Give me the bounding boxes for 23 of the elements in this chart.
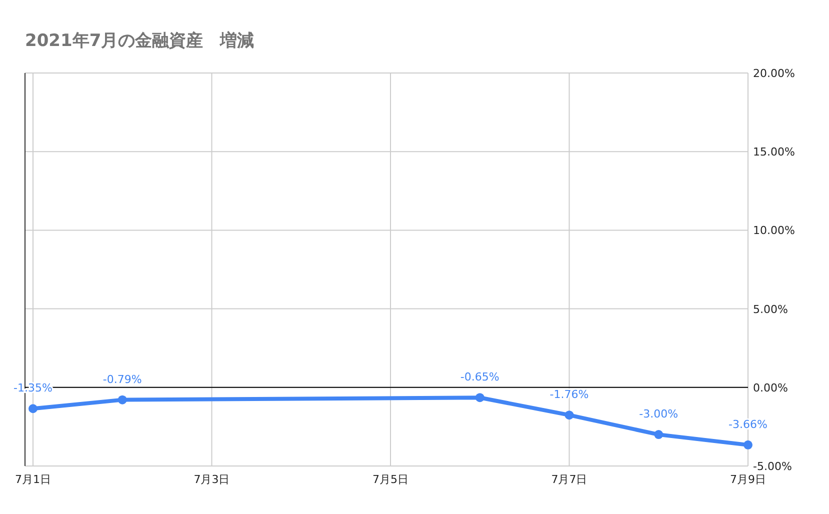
x-tick-label: 7月1日 <box>15 473 51 486</box>
y-tick-label: 20.00% <box>753 67 795 80</box>
y-tick-label: -5.00% <box>753 460 792 473</box>
chart-title: 2021年7月の金融資産 増減 <box>25 30 254 51</box>
data-label: -0.65% <box>460 370 500 384</box>
data-label: -0.79% <box>102 372 142 386</box>
data-label: -3.00% <box>639 408 678 421</box>
point <box>475 393 484 402</box>
point <box>654 430 664 440</box>
y-tick-label: 10.00% <box>753 224 795 238</box>
point <box>744 440 752 450</box>
data-label: -3.66% <box>728 418 768 431</box>
data-label: -1.76% <box>550 388 589 402</box>
point <box>118 395 127 404</box>
point <box>564 410 574 420</box>
x-tick-label: 7月5日 <box>372 473 408 486</box>
x-tick-label: 7月3日 <box>194 473 230 486</box>
y-tick-label: 5.00% <box>753 302 788 316</box>
y-tick-label: 15.00% <box>753 146 795 159</box>
y-tick-label: 0.00% <box>753 381 788 394</box>
x-tick-label: 7月7日 <box>551 473 588 486</box>
x-tick-label: 7月9日 <box>730 473 766 486</box>
point <box>28 404 38 414</box>
